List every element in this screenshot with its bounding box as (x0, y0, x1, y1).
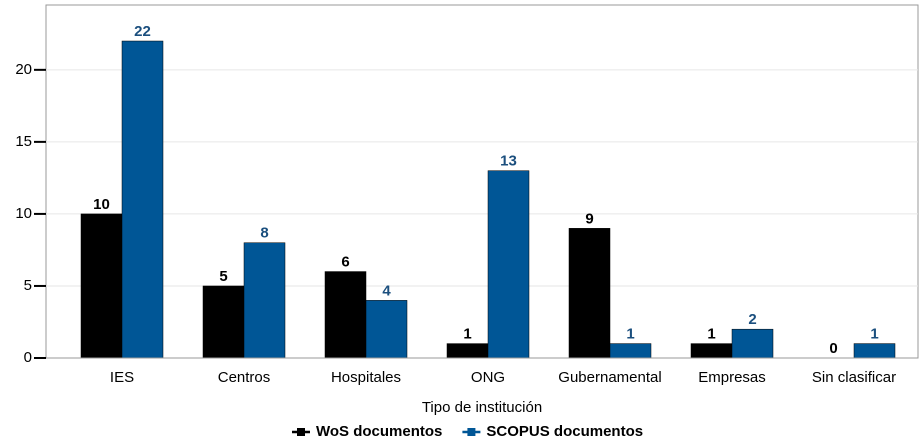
bar (690, 343, 733, 359)
bar (365, 300, 408, 359)
legend-swatch (467, 428, 476, 436)
y-tick-label: 0 (24, 349, 32, 366)
x-tick-label: ONG (471, 369, 505, 386)
value-label: 9 (585, 210, 593, 227)
legend-label: WoS documentos (316, 423, 442, 440)
value-label: 10 (93, 196, 110, 213)
bar (121, 40, 164, 359)
value-label: 1 (870, 326, 878, 343)
bar (731, 328, 774, 359)
x-tick-label: Centros (218, 369, 271, 386)
value-label: 2 (748, 311, 756, 328)
bar (609, 343, 652, 359)
bar (202, 285, 245, 359)
y-tick-label: 5 (24, 277, 32, 294)
bar (487, 170, 530, 359)
value-label: 22 (134, 23, 151, 40)
legend-label: SCOPUS documentos (486, 423, 643, 440)
value-label: 6 (341, 254, 349, 271)
bar (568, 228, 611, 359)
plot-frame (45, 4, 919, 359)
x-tick-label: IES (110, 369, 134, 386)
y-tick-label: 10 (15, 205, 32, 222)
y-tick-label: 20 (15, 61, 32, 78)
legend-swatch (297, 428, 305, 436)
bar (446, 343, 489, 359)
x-tick-label: Sin clasificar (812, 369, 896, 386)
value-label: 1 (707, 326, 715, 343)
bar (324, 271, 367, 359)
bar (853, 343, 896, 359)
x-axis-label: Tipo de institución (422, 399, 542, 416)
value-label: 5 (219, 268, 227, 285)
bar (80, 213, 123, 359)
value-label: 1 (626, 326, 634, 343)
x-tick-label: Hospitales (331, 369, 401, 386)
x-tick-label: Gubernamental (558, 369, 661, 386)
value-label: 4 (382, 282, 391, 299)
value-label: 8 (260, 225, 268, 242)
x-tick-label: Empresas (698, 369, 766, 386)
value-label: 13 (500, 153, 517, 170)
bar (243, 242, 286, 359)
value-label: 0 (829, 340, 837, 357)
value-label: 1 (463, 326, 471, 343)
y-tick-label: 15 (15, 133, 32, 150)
